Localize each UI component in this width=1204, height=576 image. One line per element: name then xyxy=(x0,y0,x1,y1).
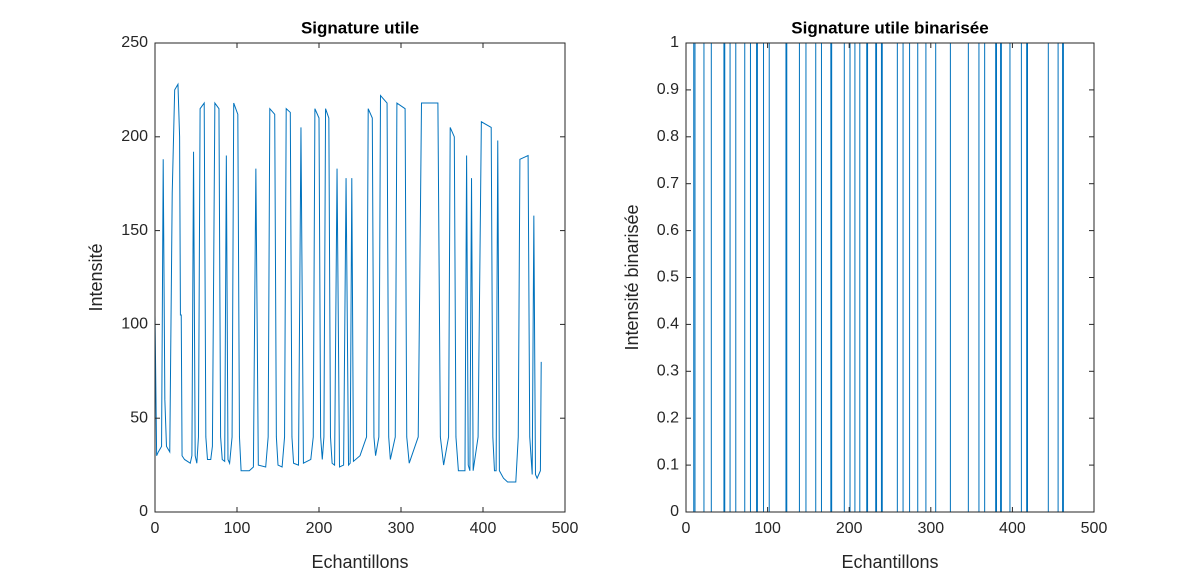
chart-title: Signature utile xyxy=(301,18,419,37)
x-tick-label: 500 xyxy=(1081,520,1108,537)
y-tick-label: 50 xyxy=(130,409,148,426)
y-tick-label: 0.4 xyxy=(657,316,679,333)
y-tick-label: 0.3 xyxy=(657,363,679,380)
y-axis-label: Intensité xyxy=(86,243,106,311)
chart-title: Signature utile binarisée xyxy=(791,18,988,37)
x-tick-label: 400 xyxy=(999,520,1026,537)
y-tick-label: 0 xyxy=(139,503,148,520)
x-tick-label: 100 xyxy=(754,520,781,537)
x-tick-label: 500 xyxy=(552,520,579,537)
x-tick-label: 200 xyxy=(836,520,863,537)
axes-background xyxy=(686,43,1094,512)
axes-background xyxy=(155,43,565,512)
x-tick-label: 100 xyxy=(224,520,251,537)
y-tick-label: 250 xyxy=(121,34,148,51)
x-tick-label: 200 xyxy=(306,520,333,537)
y-tick-label: 0.7 xyxy=(657,175,679,192)
y-tick-label: 0 xyxy=(670,503,679,520)
y-tick-label: 100 xyxy=(121,316,148,333)
x-tick-label: 300 xyxy=(388,520,415,537)
y-tick-label: 1 xyxy=(670,34,679,51)
x-tick-label: 0 xyxy=(682,520,691,537)
y-tick-label: 0.6 xyxy=(657,222,679,239)
y-tick-label: 200 xyxy=(121,128,148,145)
y-tick-label: 0.9 xyxy=(657,81,679,98)
x-tick-label: 0 xyxy=(151,520,160,537)
y-tick-label: 0.1 xyxy=(657,456,679,473)
y-tick-label: 0.5 xyxy=(657,269,679,286)
axes-frame xyxy=(154,42,566,513)
x-axis-label: Echantillons xyxy=(311,552,408,572)
x-tick-label: 300 xyxy=(917,520,944,537)
x-axis-label: Echantillons xyxy=(841,552,938,572)
data-line xyxy=(154,82,542,483)
y-tick-label: 150 xyxy=(121,222,148,239)
y-tick-label: 0.2 xyxy=(657,409,679,426)
x-tick-label: 400 xyxy=(470,520,497,537)
y-tick-label: 0.8 xyxy=(657,128,679,145)
y-axis-label: Intensité binarisée xyxy=(622,204,642,350)
